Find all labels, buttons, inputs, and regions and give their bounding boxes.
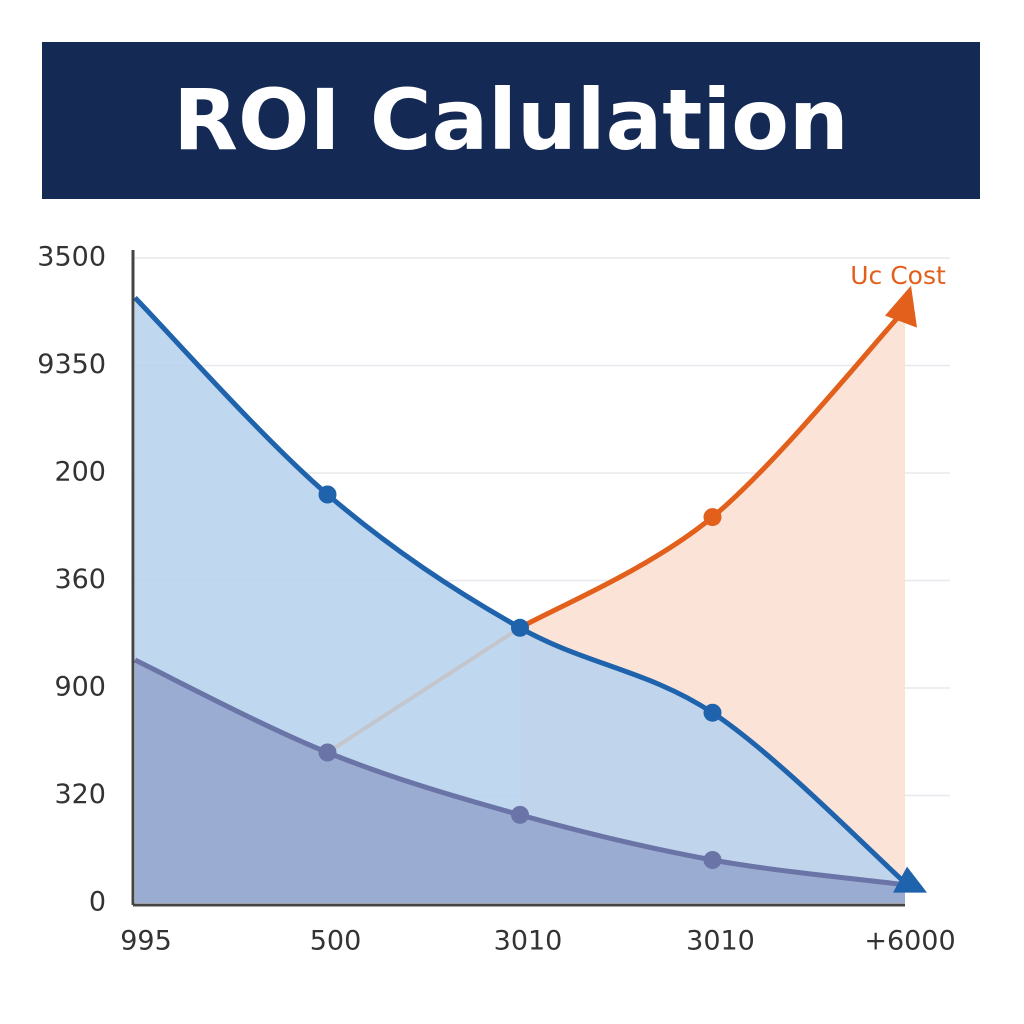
plot-area: 0 320 900 360 200 9350 3500 995 500 3010 3010 +6000…	[37, 242, 955, 957]
point	[318, 743, 337, 762]
point	[703, 703, 722, 722]
point	[703, 851, 722, 869]
point	[318, 485, 337, 504]
y-tick-label: 0	[89, 887, 106, 918]
y-tick-label: 3500	[37, 242, 106, 273]
x-tick-label: 500	[310, 926, 362, 957]
y-tick-label: 9350	[37, 349, 106, 380]
point	[703, 508, 722, 527]
y-tick-label: 360	[54, 564, 106, 595]
connector	[326, 626, 522, 755]
arrowhead	[885, 285, 917, 328]
x-tick-label: 3010	[494, 926, 563, 957]
y-tick-label: 900	[54, 672, 106, 703]
area	[135, 660, 905, 903]
x-tick-label: +6000	[864, 926, 955, 957]
title-banner	[42, 42, 980, 199]
y-tick-label: 200	[54, 457, 106, 488]
y-tick-label: 320	[54, 779, 106, 810]
series-label: Uc Cost	[850, 261, 946, 290]
arrowhead	[893, 866, 927, 893]
chart-title: ROI Calulation	[173, 71, 848, 169]
x-tick-label: 3010	[686, 926, 755, 957]
point	[511, 805, 529, 824]
x-tick-label: 995	[120, 926, 172, 957]
point	[511, 618, 529, 637]
